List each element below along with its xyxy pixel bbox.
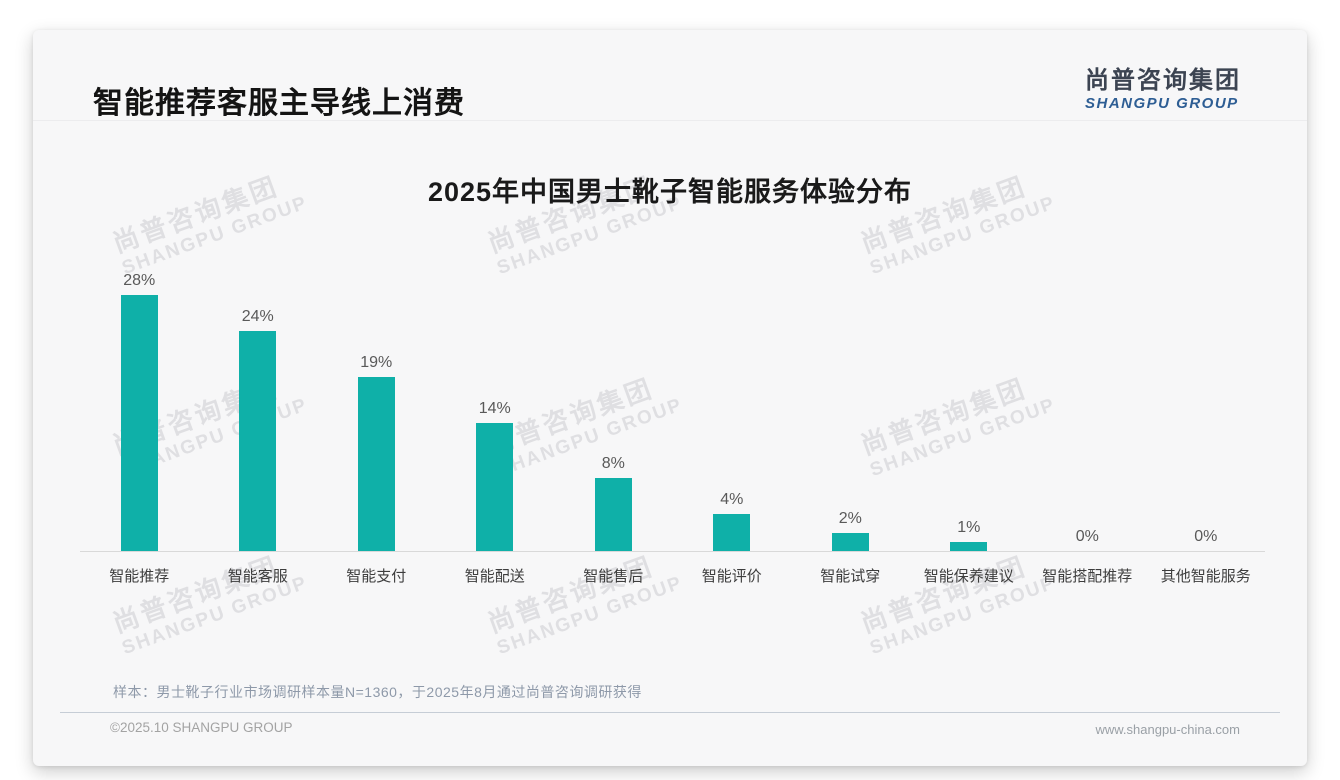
category-label: 其他智能服务 xyxy=(1160,568,1251,585)
bar xyxy=(950,542,988,551)
bar-column: 8% xyxy=(554,455,673,551)
bar-value-label: 8% xyxy=(601,455,625,472)
bar xyxy=(357,377,395,551)
bar-column: 19% xyxy=(317,354,436,551)
company-logo: 尚普咨询集团 SHANGPU GROUP xyxy=(1085,67,1241,113)
chart-categories: 智能推荐 智能客服 智能支付 智能配送 智能售后 智能评价 智能试穿 智能保养建议 智能搭配推荐… xyxy=(80,552,1265,586)
sample-note: 样本：男士靴子行业市场调研样本量N=1360，于2025年8月通过尚普咨询调研获… xyxy=(113,684,642,700)
slide-card: 尚普咨询集团 SHANGPU GROUP 尚普咨询集团 SHANGPU GROUP 尚普… xyxy=(33,30,1307,766)
bar-value-label: 28% xyxy=(123,272,156,289)
chart-bars: 28% 24% 19% 14% 8% 4% 2% 1% 0% 0% xyxy=(80,252,1265,552)
bar-column: 24% xyxy=(199,308,318,551)
footer-copyright: ©2025.10 SHANGPU GROUP xyxy=(110,720,293,735)
logo-text-en: SHANGPU GROUP xyxy=(1085,95,1239,113)
logo-text-cn: 尚普咨询集团 xyxy=(1085,67,1241,94)
chart-title: 2025年中国男士靴子智能服务体验分布 xyxy=(427,177,913,207)
header-divider xyxy=(33,120,1307,121)
footer-divider xyxy=(60,712,1280,713)
bar-column: 4% xyxy=(673,491,792,551)
bar-value-label: 0% xyxy=(1075,528,1099,545)
category-label: 智能售后 xyxy=(583,568,644,585)
bar-value-label: 0% xyxy=(1194,528,1218,545)
bar-value-label: 14% xyxy=(478,400,511,417)
bar-column: 2% xyxy=(791,510,910,551)
category-label: 智能试穿 xyxy=(820,568,881,585)
bar xyxy=(713,514,751,551)
bar-value-label: 2% xyxy=(838,510,862,527)
bar xyxy=(120,295,158,551)
footer-website: www.shangpu-china.com xyxy=(1095,722,1240,737)
category-label: 智能客服 xyxy=(227,568,288,585)
bar-column: 14% xyxy=(436,400,555,551)
bar-value-label: 4% xyxy=(720,491,744,508)
bar xyxy=(831,533,869,551)
category-label: 智能搭配推荐 xyxy=(1042,568,1133,585)
bar xyxy=(239,331,277,551)
bar-column: 1% xyxy=(910,519,1029,551)
bar-column: 0% xyxy=(1147,528,1266,551)
bar-value-label: 19% xyxy=(360,354,393,371)
category-label: 智能配送 xyxy=(464,568,525,585)
page-title: 智能推荐客服主导线上消费 xyxy=(93,87,465,120)
bar xyxy=(476,423,514,551)
bar-value-label: 1% xyxy=(957,519,981,536)
category-label: 智能推荐 xyxy=(109,568,170,585)
bar-chart: 28% 24% 19% 14% 8% 4% 2% 1% 0% 0% 智能推荐 智能客服 智能支付 智能配… xyxy=(80,252,1265,586)
bar-value-label: 24% xyxy=(241,308,274,325)
bar xyxy=(594,478,632,551)
bar-column: 28% xyxy=(80,272,199,551)
category-label: 智能评价 xyxy=(701,568,762,585)
bar-column: 0% xyxy=(1028,528,1147,551)
category-label: 智能支付 xyxy=(346,568,407,585)
category-label: 智能保养建议 xyxy=(923,568,1014,585)
